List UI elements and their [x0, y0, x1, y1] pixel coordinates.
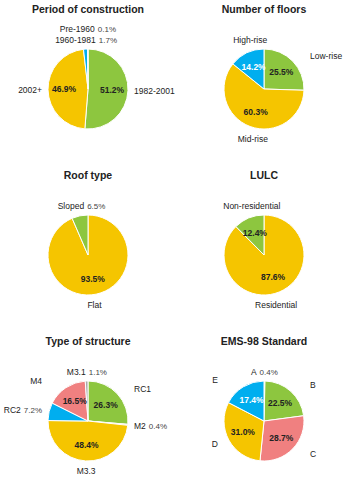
category-label: High-rise — [233, 35, 267, 45]
pie-chart: Type of structure 26.3% 48.4% 16.5% M4 RC27.2… — [4, 335, 167, 476]
chart-title: Type of structure — [46, 335, 131, 347]
slices — [224, 381, 304, 461]
chart-title: Roof type — [64, 169, 113, 181]
category-label: A — [251, 367, 257, 377]
category-label: Residential — [255, 300, 297, 310]
value-label: 1.1% — [89, 368, 107, 377]
category-label: Pre-1960 — [60, 24, 95, 34]
category-label: M3.3 — [77, 466, 96, 476]
category-label: Non-residential — [223, 201, 280, 211]
category-label: Flat — [87, 300, 102, 310]
pie-chart: LULC 87.6% 12.4% Non-residential Residential — [223, 169, 304, 310]
pie-chart: Period of construction 51.2% 46.9% 2002+ 198… — [18, 3, 175, 129]
pie-slice — [88, 381, 128, 424]
category-label: 1960-1981 — [55, 35, 96, 45]
category-label: M4 — [30, 376, 42, 386]
slices — [48, 49, 128, 129]
value-label: 51.2% — [100, 85, 125, 95]
pie-slice — [48, 49, 88, 129]
figure: Period of construction 51.2% 46.9% 2002+ 198… — [0, 0, 352, 500]
value-label: 0.1% — [98, 25, 116, 34]
category-label: 1982-2001 — [134, 86, 175, 96]
value-label: 25.5% — [269, 67, 294, 77]
category-label: C — [310, 449, 316, 459]
value-label: 26.3% — [94, 400, 119, 410]
value-label: 14.2% — [242, 62, 267, 72]
pie-chart: EMS-98 Standard 22.5% 28.7% 31.0% 17.4% E D B C A… — [212, 335, 316, 461]
pie-slice — [224, 215, 304, 295]
chart-title: Period of construction — [32, 3, 144, 15]
pie-chart: Number of floors 25.5% 60.3% 14.2% Low-rise H… — [222, 3, 343, 144]
value-label: 1.7% — [99, 36, 117, 45]
value-label: 48.4% — [75, 440, 100, 450]
slices — [48, 381, 128, 461]
value-label: 28.7% — [269, 433, 294, 443]
pie-slice — [85, 49, 128, 129]
pie-slice — [83, 49, 88, 89]
category-label: D — [212, 439, 218, 449]
value-label: 46.9% — [52, 84, 77, 94]
slices — [224, 215, 304, 295]
value-label: 16.5% — [63, 396, 88, 406]
pie-slice — [228, 381, 264, 421]
pie-slice — [264, 381, 304, 421]
category-label: E — [212, 375, 218, 385]
pie-chart: Roof type 93.5% Sloped6.5% Flat — [48, 169, 128, 310]
value-label: 6.5% — [87, 202, 105, 211]
value-label: 0.4% — [149, 422, 167, 431]
value-label: 93.5% — [81, 274, 106, 284]
category-label: RC1 — [134, 384, 151, 394]
chart-title: Number of floors — [222, 3, 307, 15]
category-label: M3.1 — [67, 367, 86, 377]
chart-title: LULC — [250, 169, 278, 181]
pie-slice — [72, 215, 88, 255]
category-label: Mid-rise — [238, 134, 268, 144]
value-label: 17.4% — [239, 395, 264, 405]
value-label: 12.4% — [243, 228, 268, 238]
value-label: 87.6% — [261, 272, 286, 282]
category-label: RC2 — [4, 405, 21, 415]
value-label: 31.0% — [231, 427, 256, 437]
slices — [48, 215, 128, 295]
category-label: M2 — [134, 421, 146, 431]
category-label: B — [310, 380, 316, 390]
pie-slice — [52, 381, 88, 421]
pie-slice — [260, 416, 304, 461]
value-label: 60.3% — [244, 107, 269, 117]
category-label: Low-rise — [310, 51, 342, 61]
pie-slice — [264, 49, 304, 90]
chart-title: EMS-98 Standard — [221, 335, 307, 347]
value-label: 7.2% — [24, 406, 42, 415]
category-label: Sloped — [58, 201, 85, 211]
slices — [224, 49, 304, 129]
pie-slice — [48, 215, 128, 295]
value-label: 0.4% — [260, 368, 278, 377]
pie-slice — [87, 49, 88, 89]
category-label: 2002+ — [18, 85, 42, 95]
value-label: 22.5% — [268, 398, 293, 408]
pie-slice — [48, 421, 128, 461]
